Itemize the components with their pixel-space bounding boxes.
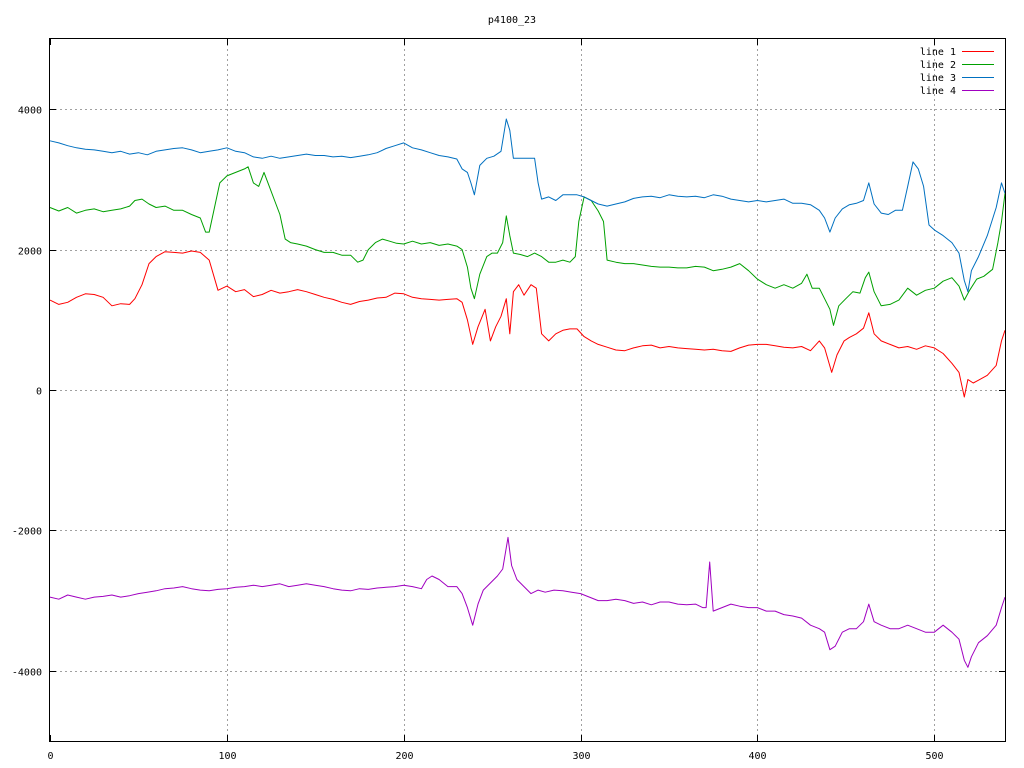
tick-layer: 0 100 200 300 400 500 -4000 -2000 0 2000 4000 bbox=[12, 39, 1005, 762]
grid-layer bbox=[50, 39, 1005, 741]
series-line-4 bbox=[49, 536, 1006, 668]
x-tick-label: 200 bbox=[395, 751, 413, 762]
x-tick-label: 400 bbox=[748, 751, 766, 762]
y-tick-label: -4000 bbox=[12, 668, 42, 679]
x-tick-label: 500 bbox=[925, 751, 943, 762]
y-tick-label: 4000 bbox=[18, 106, 42, 117]
y-tick-label: 2000 bbox=[18, 247, 42, 258]
series-line-2 bbox=[49, 166, 1006, 326]
legend-label: line 1 bbox=[920, 47, 956, 58]
series-line-3 bbox=[49, 118, 1006, 293]
y-tick-label: -2000 bbox=[12, 527, 42, 538]
legend-label: line 2 bbox=[920, 60, 956, 71]
x-tick-label: 0 bbox=[47, 751, 53, 762]
y-tick-label: 0 bbox=[36, 387, 42, 398]
chart-title: p4100_23 bbox=[488, 15, 536, 26]
legend-label: line 4 bbox=[920, 86, 956, 97]
plot-frame bbox=[49, 38, 1006, 742]
series-layer bbox=[49, 118, 1006, 668]
legend: line 1 line 2 line 3 line 4 bbox=[920, 47, 994, 97]
x-tick-label: 300 bbox=[572, 751, 590, 762]
legend-label: line 3 bbox=[920, 73, 956, 84]
series-line-1 bbox=[49, 250, 1006, 398]
x-tick-label: 100 bbox=[218, 751, 236, 762]
